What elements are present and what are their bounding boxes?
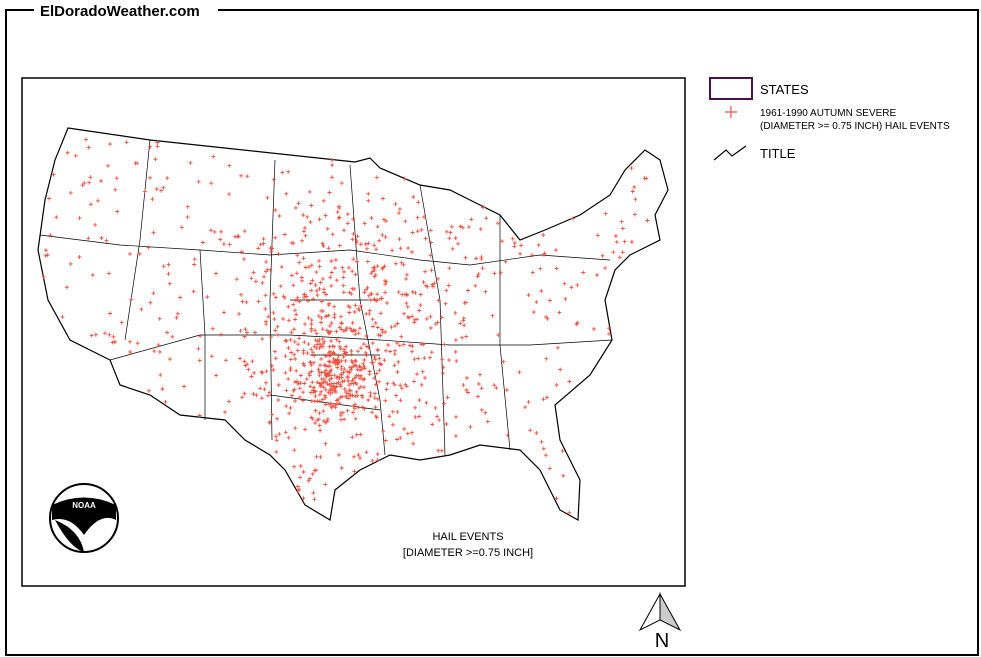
legend-states-swatch: [709, 77, 753, 100]
legend-hail-line-1: 1961-1990 AUTUMN SEVERE: [760, 108, 897, 119]
hail-markers: [41, 137, 650, 515]
legend-title: TITLE: [760, 146, 796, 161]
legend-title-swatch: [713, 145, 747, 161]
map-title-line-1: HAIL EVENTS: [432, 531, 503, 543]
legend-hail-line-2: (DIAMETER >= 0.75 INCH) HAIL EVENTS: [760, 121, 950, 132]
hail-events: [41, 137, 650, 515]
map: HAIL EVENTS [DIAMETER >=0.75 INCH] NOAA: [37, 127, 669, 559]
north-label: N: [655, 630, 669, 652]
legend-states: STATES: [760, 82, 809, 97]
outer-frame: [5, 9, 979, 656]
map-title-line-2: [DIAMETER >=0.75 INCH]: [403, 547, 533, 559]
legend-hail-swatch: [725, 106, 737, 118]
logo-text: NOAA: [72, 501, 96, 510]
north-arrow: N: [638, 592, 682, 652]
state-lines: [39, 139, 613, 456]
site-name: ElDoradoWeather.com: [40, 3, 200, 20]
noaa-logo: NOAA: [49, 483, 119, 553]
site-label-bg: [34, 1, 218, 19]
legend: STATES 1961-1990 AUTUMN SEVERE (DIAMETER…: [709, 77, 950, 161]
